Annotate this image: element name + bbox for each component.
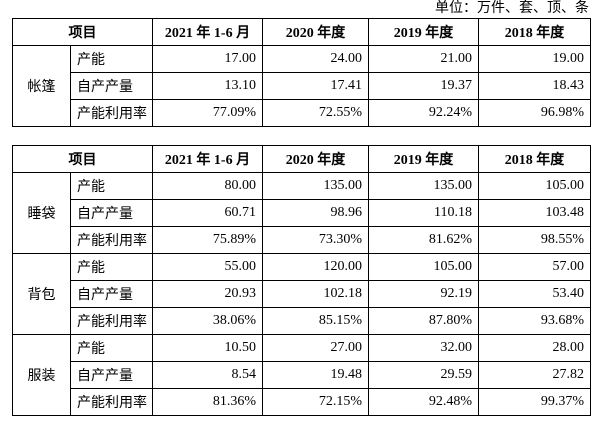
- value-cell: 98.96: [262, 199, 369, 227]
- group-cell: 睡袋: [12, 172, 71, 254]
- item-cell: 产能: [70, 253, 153, 281]
- value-cell: 29.59: [368, 361, 479, 389]
- value-cell: 18.43: [478, 72, 591, 100]
- item-cell: 产能: [70, 172, 153, 200]
- data-row: 自产产量 60.71 98.96 110.18 103.48: [13, 199, 591, 227]
- value-cell: 19.48: [262, 361, 369, 389]
- data-row: 睡袋 产能 80.00 135.00 135.00 105.00: [12, 172, 591, 254]
- value-cell: 92.48%: [368, 388, 479, 416]
- value-cell: 96.98%: [478, 99, 591, 127]
- header-row: 项目 2021 年 1-6 月 2020 年度 2019 年度 2018 年度: [12, 145, 591, 173]
- value-cell: 105.00: [368, 253, 479, 281]
- value-cell: 72.15%: [262, 388, 369, 416]
- value-cell: 17.00: [152, 45, 263, 73]
- item-cell: 产能利用率: [70, 226, 153, 254]
- value-cell: 93.68%: [478, 307, 591, 335]
- value-cell: 24.00: [262, 45, 369, 73]
- value-cell: 75.89%: [152, 226, 263, 254]
- item-cell: 产能利用率: [70, 99, 153, 127]
- item-cell: 产能利用率: [70, 388, 153, 416]
- data-row: 服装 产能 10.50 27.00 32.00 28.00: [12, 334, 591, 416]
- header-cell: 项目: [12, 145, 153, 173]
- value-cell: 87.80%: [368, 307, 479, 335]
- header-cell: 2019 年度: [368, 145, 479, 173]
- value-cell: 103.48: [478, 199, 591, 227]
- value-cell: 19.00: [478, 45, 591, 73]
- header-cell: 2020 年度: [262, 145, 369, 173]
- item-cell: 产能: [70, 334, 153, 362]
- value-cell: 80.00: [152, 172, 263, 200]
- header-cell: 2018 年度: [478, 145, 591, 173]
- value-cell: 60.71: [152, 199, 263, 227]
- item-cell: 自产产量: [70, 280, 153, 308]
- value-cell: 92.24%: [368, 99, 479, 127]
- item-cell: 自产产量: [70, 199, 153, 227]
- data-row: 产能利用率 38.06% 85.15% 87.80% 93.68%: [13, 307, 591, 335]
- group-cell: 帐篷: [12, 45, 71, 127]
- data-row: 产能利用率 77.09% 72.55% 92.24% 96.98%: [13, 99, 591, 127]
- value-cell: 27.00: [262, 334, 369, 362]
- value-cell: 27.82: [478, 361, 591, 389]
- value-cell: 55.00: [152, 253, 263, 281]
- unit-note: 单位：万件、套、顶、条: [435, 1, 589, 16]
- header-cell: 2020 年度: [262, 18, 369, 46]
- value-cell: 102.18: [262, 280, 369, 308]
- value-cell: 57.00: [478, 253, 591, 281]
- value-cell: 92.19: [368, 280, 479, 308]
- value-cell: 38.06%: [152, 307, 263, 335]
- value-cell: 85.15%: [262, 307, 369, 335]
- data-row: 自产产量 8.54 19.48 29.59 27.82: [13, 361, 591, 389]
- header-cell: 2021 年 1-6 月: [152, 18, 263, 46]
- group-cell: 服装: [12, 334, 71, 416]
- value-cell: 17.41: [262, 72, 369, 100]
- value-cell: 13.10: [152, 72, 263, 100]
- data-row: 自产产量 13.10 17.41 19.37 18.43: [13, 72, 591, 100]
- value-cell: 28.00: [478, 334, 591, 362]
- header-cell: 2021 年 1-6 月: [152, 145, 263, 173]
- value-cell: 8.54: [152, 361, 263, 389]
- item-cell: 产能利用率: [70, 307, 153, 335]
- data-row: 帐篷 产能 17.00 24.00 21.00 19.00: [12, 45, 591, 127]
- value-cell: 10.50: [152, 334, 263, 362]
- value-cell: 120.00: [262, 253, 369, 281]
- item-cell: 自产产量: [70, 72, 153, 100]
- header-cell: 2019 年度: [368, 18, 479, 46]
- data-table: 项目 2021 年 1-6 月 2020 年度 2019 年度 2018 年度 帐篷 产能 1…: [12, 18, 591, 127]
- item-cell: 产能: [70, 45, 153, 73]
- value-cell: 19.37: [368, 72, 479, 100]
- data-table: 项目 2021 年 1-6 月 2020 年度 2019 年度 2018 年度 睡袋 产能 8…: [12, 145, 591, 416]
- data-row: 自产产量 20.93 102.18 92.19 53.40: [13, 280, 591, 308]
- item-cell: 自产产量: [70, 361, 153, 389]
- value-cell: 73.30%: [262, 226, 369, 254]
- value-cell: 81.62%: [368, 226, 479, 254]
- value-cell: 21.00: [368, 45, 479, 73]
- value-cell: 20.93: [152, 280, 263, 308]
- value-cell: 105.00: [478, 172, 591, 200]
- value-cell: 72.55%: [262, 99, 369, 127]
- header-row: 项目 2021 年 1-6 月 2020 年度 2019 年度 2018 年度: [12, 18, 591, 46]
- value-cell: 135.00: [368, 172, 479, 200]
- data-row: 产能利用率 75.89% 73.30% 81.62% 98.55%: [13, 226, 591, 254]
- value-cell: 110.18: [368, 199, 479, 227]
- data-row: 产能利用率 81.36% 72.15% 92.48% 99.37%: [13, 388, 591, 416]
- group-cell: 背包: [12, 253, 71, 335]
- value-cell: 135.00: [262, 172, 369, 200]
- header-cell: 2018 年度: [478, 18, 591, 46]
- value-cell: 53.40: [478, 280, 591, 308]
- value-cell: 99.37%: [478, 388, 591, 416]
- value-cell: 81.36%: [152, 388, 263, 416]
- header-cell: 项目: [12, 18, 153, 46]
- data-row: 背包 产能 55.00 120.00 105.00 57.00: [12, 253, 591, 335]
- value-cell: 32.00: [368, 334, 479, 362]
- value-cell: 98.55%: [478, 226, 591, 254]
- value-cell: 77.09%: [152, 99, 263, 127]
